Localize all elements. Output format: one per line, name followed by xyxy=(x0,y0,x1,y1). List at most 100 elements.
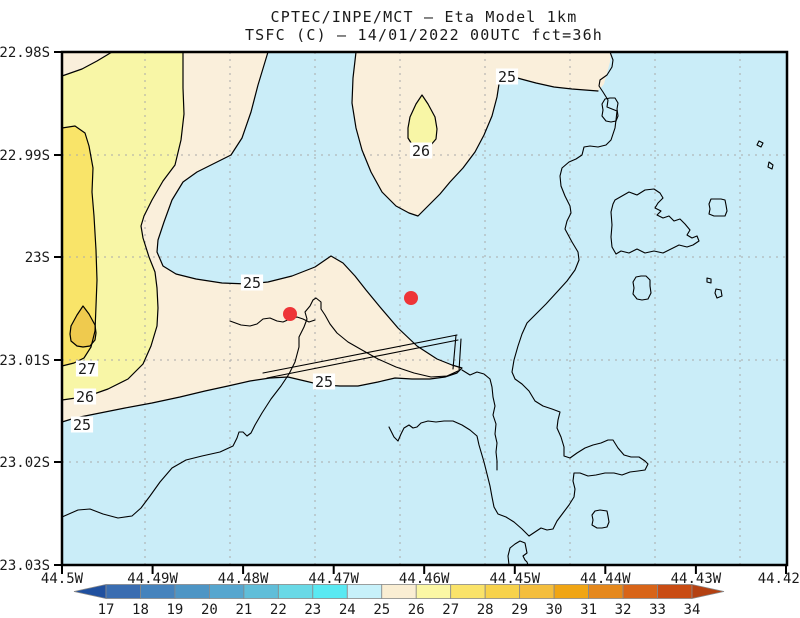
lat-label: 23.01S xyxy=(0,353,50,369)
shade-25-26-north xyxy=(352,52,611,216)
colorbar-segment xyxy=(450,584,486,599)
contour-label-box xyxy=(495,68,519,85)
colorbar-value-label: 21 xyxy=(235,602,252,618)
colorbar-segment xyxy=(657,584,693,599)
lat-label: 23.03S xyxy=(0,558,50,574)
map-annotations: 25 26 25 27 26 25 25 xyxy=(70,68,519,434)
station-marker xyxy=(404,291,418,305)
colorbar-segment xyxy=(484,584,521,599)
lon-label: 44.49W xyxy=(127,571,178,587)
contour-label-box xyxy=(312,373,336,390)
lat-label: 22.99S xyxy=(0,148,50,164)
coast-mainland-southwest xyxy=(61,297,459,519)
lon-label: 44.5W xyxy=(41,571,84,587)
island-small-center xyxy=(632,275,652,301)
islet-1 xyxy=(756,140,764,148)
colorbar-value-label: 26 xyxy=(408,602,425,618)
station-marker xyxy=(283,307,297,321)
lat-label: 23.02S xyxy=(0,455,50,471)
islet-3 xyxy=(706,277,712,284)
lat-label: 23S xyxy=(25,250,50,266)
coastlines xyxy=(61,51,774,566)
colorbar-value-label: 19 xyxy=(167,602,184,618)
colorbar-value-label: 25 xyxy=(373,602,390,618)
island-east-blob xyxy=(610,188,700,255)
island-bottom-edge xyxy=(507,540,529,566)
lat-label: 22.98S xyxy=(0,45,50,61)
colorbar-segment xyxy=(622,584,658,599)
contour-label-box xyxy=(73,388,97,405)
island-small-north xyxy=(601,97,619,123)
contour-label: 25 xyxy=(498,68,516,86)
colorbar-value-label: 22 xyxy=(270,602,287,618)
temperature-shading xyxy=(62,52,611,422)
lat-axis-labels: 22.98S 22.99S 23S 23.01S 23.02S 23.03S xyxy=(0,45,50,574)
colorbar-segment xyxy=(277,584,314,599)
lon-label: 44.48W xyxy=(218,571,269,587)
contour-label: 27 xyxy=(78,360,96,378)
colorbar-value-label: 33 xyxy=(649,602,666,618)
colorbar-arrow-right xyxy=(691,584,725,599)
contour-label: 26 xyxy=(76,388,94,406)
islet-4 xyxy=(714,288,723,299)
shade-corner-wedge xyxy=(62,52,112,76)
colorbar-value-label: 24 xyxy=(339,602,356,618)
island-small-east xyxy=(708,198,728,217)
temperature-contours xyxy=(61,51,599,423)
lon-label: 44.45W xyxy=(490,571,541,587)
coast-bay-east-shore xyxy=(461,369,498,471)
colorbar-value-label: 18 xyxy=(132,602,149,618)
colorbar-segment xyxy=(209,584,245,599)
colorbar-segment xyxy=(140,584,176,599)
lon-label: 44.42W xyxy=(758,571,800,587)
colorbar-value-label: 23 xyxy=(304,602,321,618)
contour-label: 25 xyxy=(243,274,261,292)
lon-label: 44.43W xyxy=(671,571,722,587)
contour-26-corner xyxy=(61,51,113,77)
contour-label-box xyxy=(240,274,264,291)
colorbar: 17 18 19 20 21 22 23 24 25 26 27 28 29 30 31 32 33 34 xyxy=(73,584,725,618)
contour-label: 25 xyxy=(315,373,333,391)
colorbar-segment xyxy=(346,584,383,599)
coast-sand-spit xyxy=(262,334,462,379)
figure-title-line2: TSFC (C) — 14/01/2022 00UTC fct=36h xyxy=(245,26,603,44)
contour-label-box xyxy=(70,416,94,433)
lon-label: 44.47W xyxy=(308,571,359,587)
lon-label: 44.46W xyxy=(399,571,450,587)
colorbar-segment xyxy=(553,584,589,599)
contour-26-west xyxy=(61,51,185,401)
colorbar-segment xyxy=(381,584,417,599)
contour-28-max xyxy=(69,305,97,348)
colorbar-segment xyxy=(174,584,210,599)
contour-label-box xyxy=(75,360,99,377)
colorbar-segment xyxy=(312,584,348,599)
figure-title-line1: CPTEC/INPE/MCT — Eta Model 1km xyxy=(271,8,578,26)
colorbar-segment xyxy=(105,584,141,599)
colorbar-value-label: 20 xyxy=(201,602,218,618)
colorbar-segment xyxy=(519,584,555,599)
colorbar-value-label: 31 xyxy=(580,602,597,618)
colorbar-value-label: 28 xyxy=(477,602,494,618)
colorbar-value-label: 34 xyxy=(684,602,701,618)
contour-25-north xyxy=(351,51,599,217)
lon-label: 44.44W xyxy=(580,571,631,587)
shade-27-28-west xyxy=(62,126,97,366)
lon-axis-labels: 44.5W 44.49W 44.48W 44.47W 44.46W 44.45W… xyxy=(41,571,800,587)
contour-27-west xyxy=(61,125,98,367)
islet-2 xyxy=(767,161,774,170)
contour-25-west xyxy=(61,51,463,423)
colorbar-value-label: 27 xyxy=(442,602,459,618)
contour-label-box xyxy=(409,142,433,159)
contour-label: 25 xyxy=(73,416,91,434)
colorbar-value-label: 17 xyxy=(98,602,115,618)
colorbar-segment xyxy=(243,584,279,599)
coast-inner-shore xyxy=(229,316,316,327)
colorbar-segment xyxy=(415,584,452,599)
colorbar-value-label: 30 xyxy=(546,602,563,618)
colorbar-segment xyxy=(588,584,624,599)
coast-northeast-and-island xyxy=(388,51,649,537)
colorbar-value-label: 32 xyxy=(615,602,632,618)
island-south xyxy=(591,509,610,529)
axis-ticks xyxy=(54,51,787,574)
